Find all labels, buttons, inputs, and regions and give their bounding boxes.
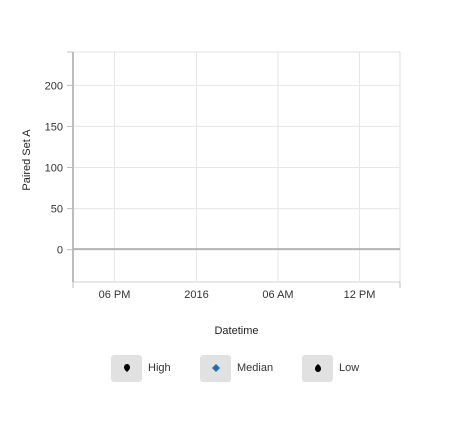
y-tick-label: 150 xyxy=(45,121,63,133)
y-tick-label: 100 xyxy=(45,163,63,175)
axis-layer xyxy=(67,51,401,288)
x-tick-label: 06 AM xyxy=(262,289,293,301)
x-tick-label: 12 PM xyxy=(344,289,376,301)
legend: High Median Low xyxy=(0,354,470,382)
x-tick-label: 06 PM xyxy=(99,289,131,301)
legend-item-low[interactable]: Low xyxy=(302,354,359,382)
y-tick-label: 50 xyxy=(51,204,63,216)
drop-marker-icon xyxy=(314,364,321,372)
grid-layer xyxy=(73,51,401,287)
diamond-marker-icon xyxy=(211,364,220,372)
x-axis-title: Datetime xyxy=(214,325,258,337)
x-tick-label: 2016 xyxy=(184,289,208,301)
legend-label-low: Low xyxy=(339,362,360,374)
legend-item-high[interactable]: High xyxy=(111,354,171,382)
legend-label-median: Median xyxy=(237,362,274,374)
label-layer: 0 50 100 150 200 06 PM 2016 06 AM 12 PM xyxy=(45,80,376,301)
legend-swatch xyxy=(111,354,142,382)
y-axis-title: Paired Set A xyxy=(21,129,33,191)
y-tick-label: 0 xyxy=(57,245,63,257)
legend-item-median[interactable]: Median xyxy=(200,354,273,382)
legend-label-high: High xyxy=(148,362,171,374)
legend-swatch xyxy=(302,354,333,382)
drop-marker-icon xyxy=(123,364,130,372)
y-tick-label: 200 xyxy=(45,80,63,92)
legend-swatch xyxy=(200,354,231,382)
